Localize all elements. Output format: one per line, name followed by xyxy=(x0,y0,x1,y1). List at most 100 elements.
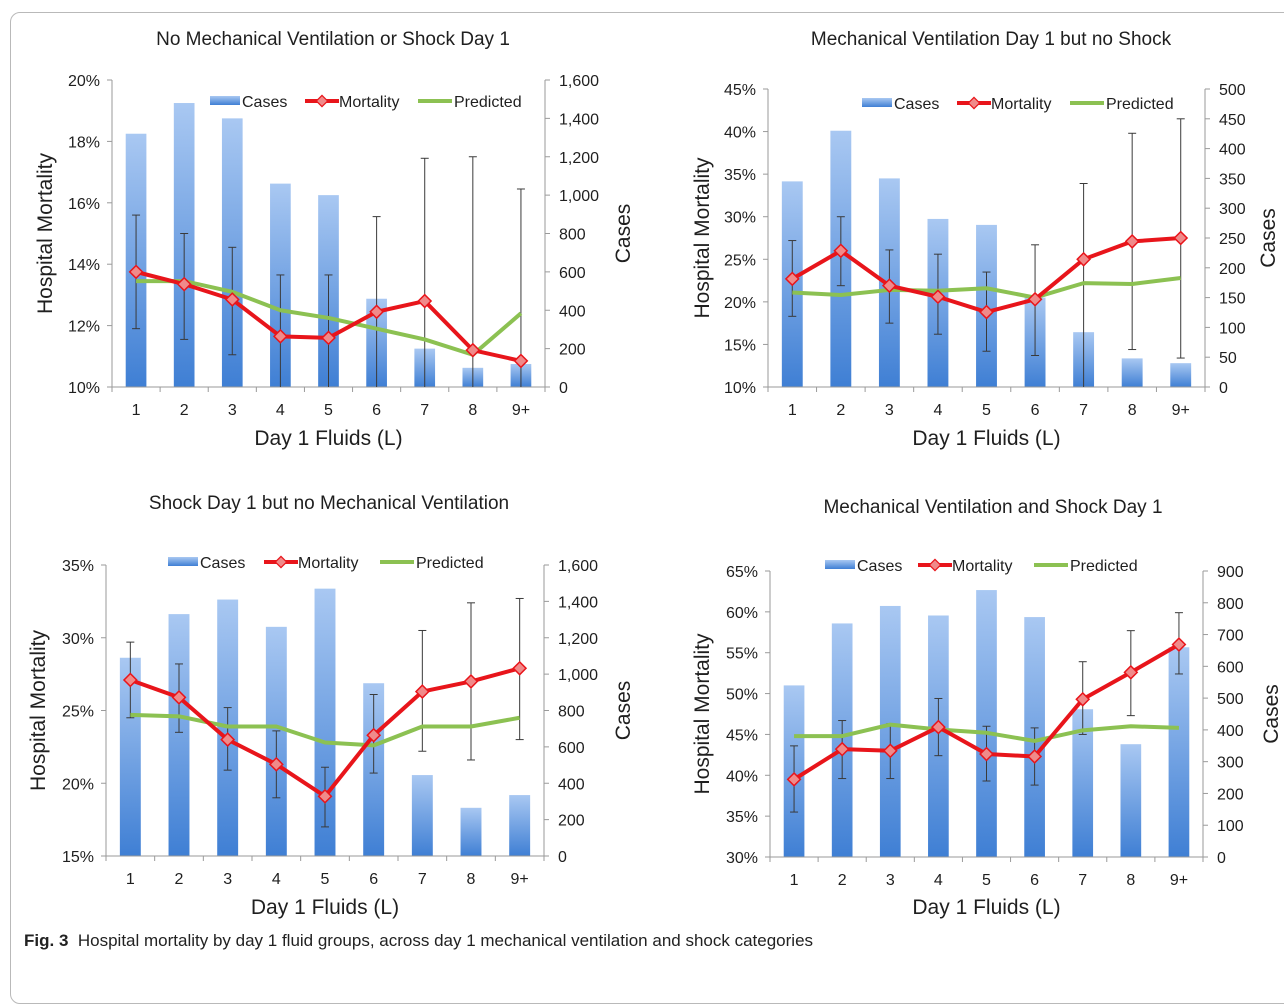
x-tick-label: 8 xyxy=(468,402,477,419)
caption-text: Hospital mortality by day 1 fluid groups… xyxy=(77,931,814,950)
legend-label-predicted: Predicted xyxy=(416,555,484,572)
y-axis-label: Hospital Mortality xyxy=(27,629,50,791)
mortality-marker xyxy=(882,743,898,759)
y-tick-label: 60% xyxy=(726,605,758,622)
y2-tick-label: 300 xyxy=(1219,201,1246,218)
x-tick-label: 4 xyxy=(933,402,942,419)
chart-title: Mechanical Ventilation and Shock Day 1 xyxy=(823,497,1162,518)
y-axis-label: Hospital Mortality xyxy=(34,152,57,314)
y2-tick-label: 0 xyxy=(1219,380,1228,397)
figure-caption: Fig. 3 Hospital mortality by day 1 fluid… xyxy=(24,931,813,951)
x-tick-label: 6 xyxy=(1031,402,1040,419)
cases-bar xyxy=(168,614,190,856)
x-tick-label: 7 xyxy=(418,871,427,888)
predicted-line xyxy=(136,279,523,357)
caption-label: Fig. 3 xyxy=(24,931,69,950)
mortality-marker xyxy=(268,756,284,772)
x-tick-label: 1 xyxy=(132,402,141,419)
y2-tick-label: 900 xyxy=(1217,564,1244,581)
mortality-marker xyxy=(366,727,382,743)
cases-bar xyxy=(460,807,482,856)
y-tick-label: 18% xyxy=(68,134,100,151)
legend-marker-mortality xyxy=(967,96,981,110)
mortality-marker xyxy=(930,289,946,305)
x-tick-label: 6 xyxy=(1030,872,1039,889)
x-tick-label: 3 xyxy=(228,402,237,419)
mortality-marker xyxy=(417,293,433,309)
y2-tick-label: 0 xyxy=(558,849,567,866)
cases-bar xyxy=(1121,358,1143,387)
x-tick-label: 5 xyxy=(982,402,991,419)
mortality-marker xyxy=(1173,230,1189,246)
mortality-marker xyxy=(317,788,333,804)
x-tick-label: 1 xyxy=(788,402,797,419)
y2-tick-label: 450 xyxy=(1219,112,1246,129)
cases-bar xyxy=(976,590,997,857)
y-tick-label: 50% xyxy=(726,687,758,704)
y2-tick-label: 700 xyxy=(1217,628,1244,645)
y-tick-label: 30% xyxy=(726,850,758,867)
legend-swatch-cases xyxy=(825,560,855,569)
mortality-marker xyxy=(1075,691,1091,707)
mortality-marker xyxy=(220,732,236,748)
legend-marker-mortality xyxy=(928,558,942,572)
y-tick-label: 40% xyxy=(724,125,756,142)
x-tick-label: 5 xyxy=(321,871,330,888)
y2-tick-label: 800 xyxy=(558,704,585,721)
legend-swatch-cases xyxy=(862,98,892,107)
y-tick-label: 45% xyxy=(726,727,758,744)
y2-tick-label: 400 xyxy=(1217,723,1244,740)
x-tick-label: 1 xyxy=(790,872,799,889)
x-tick-label: 7 xyxy=(420,402,429,419)
cases-bar xyxy=(1170,363,1192,387)
y2-tick-label: 200 xyxy=(1219,261,1246,278)
mortality-marker xyxy=(512,660,528,676)
chart-title: Mechanical Ventilation Day 1 but no Shoc… xyxy=(811,29,1172,50)
mortality-marker xyxy=(369,304,385,320)
mortality-marker xyxy=(1027,749,1043,764)
y2-tick-label: 800 xyxy=(559,227,586,244)
y-tick-label: 30% xyxy=(724,210,756,227)
y-axis-label: Hospital Mortality xyxy=(691,633,714,795)
mortality-marker xyxy=(321,330,336,346)
mortality-marker xyxy=(122,672,138,688)
cases-bar xyxy=(119,657,141,856)
mortality-marker xyxy=(834,741,850,757)
y-tick-label: 55% xyxy=(726,646,758,663)
legend-label-mortality: Mortality xyxy=(991,96,1051,113)
y2-tick-label: 0 xyxy=(1217,850,1226,867)
x-tick-label: 9+ xyxy=(512,402,530,419)
x-tick-label: 8 xyxy=(1128,402,1137,419)
x-tick-label: 9+ xyxy=(1170,872,1188,889)
cases-bar xyxy=(1168,647,1190,857)
mortality-marker xyxy=(1076,251,1092,267)
chart-title: Shock Day 1 but no Mechanical Ventilatio… xyxy=(149,493,509,514)
legend-marker-mortality xyxy=(315,94,329,108)
legend-label-predicted: Predicted xyxy=(1070,558,1138,575)
x-tick-label: 4 xyxy=(272,871,281,888)
x-tick-label: 6 xyxy=(372,402,381,419)
y2-tick-label: 200 xyxy=(1217,786,1244,803)
y-tick-label: 16% xyxy=(68,196,100,213)
y2-tick-label: 0 xyxy=(559,380,568,397)
x-axis-label: Day 1 Fluids (L) xyxy=(912,427,1060,450)
mortality-marker xyxy=(1027,291,1043,307)
chart-panel-1: No Mechanical Ventilation or Shock Day 1… xyxy=(34,29,635,450)
x-tick-label: 2 xyxy=(836,402,845,419)
y2-tick-label: 500 xyxy=(1217,691,1244,708)
legend-label-cases: Cases xyxy=(200,555,245,572)
legend-label-predicted: Predicted xyxy=(1106,96,1174,113)
predicted-line xyxy=(792,276,1181,300)
y2-axis-label: Cases xyxy=(1257,208,1280,268)
mortality-marker xyxy=(786,771,802,787)
x-axis-label: Day 1 Fluids (L) xyxy=(251,896,399,919)
chart-panel-4: Mechanical Ventilation and Shock Day 130… xyxy=(691,497,1283,919)
y2-tick-label: 600 xyxy=(559,265,586,282)
legend-label-cases: Cases xyxy=(857,558,902,575)
y2-tick-label: 1,600 xyxy=(559,73,599,90)
mortality-marker xyxy=(224,292,240,307)
x-axis-label: Day 1 Fluids (L) xyxy=(254,427,402,450)
mortality-marker xyxy=(833,243,849,259)
x-tick-label: 3 xyxy=(886,872,895,889)
y2-tick-label: 250 xyxy=(1219,231,1246,248)
